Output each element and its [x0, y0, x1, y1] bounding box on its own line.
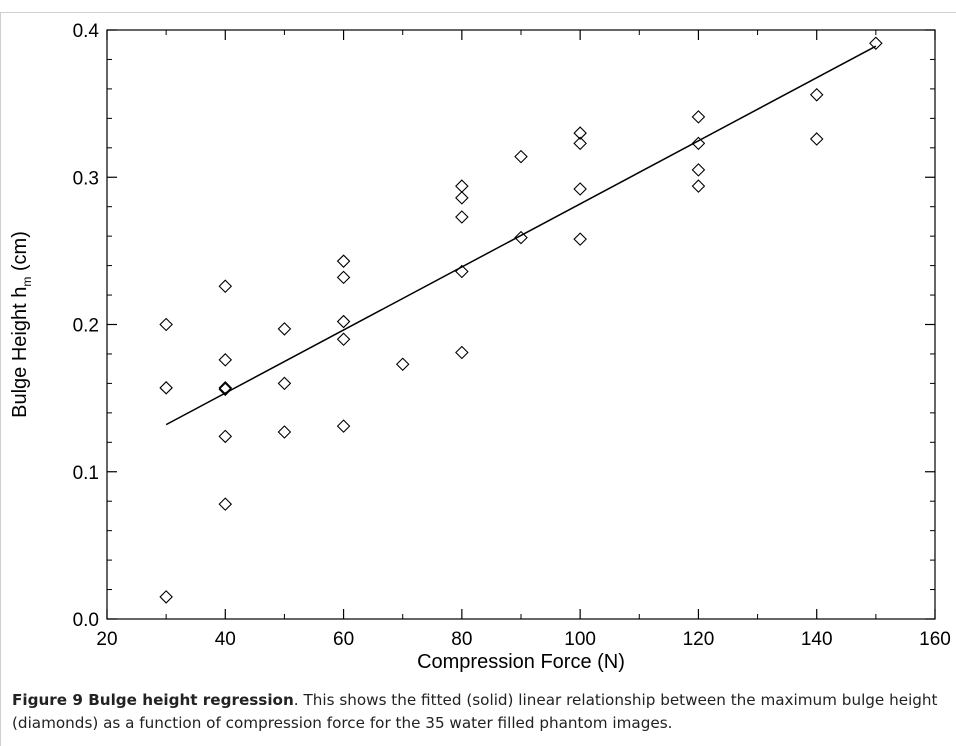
data-point-diamond [455, 191, 469, 205]
y-tick-label: 0.2 [73, 316, 99, 337]
data-point-diamond [573, 182, 587, 196]
data-point-diamond [691, 136, 706, 151]
data-point-diamond [277, 322, 292, 336]
data-point-diamond [455, 179, 469, 193]
data-point-diamond [336, 254, 351, 268]
regression-line-group [165, 45, 877, 426]
regression-line [165, 45, 877, 426]
x-tick-label: 120 [683, 629, 715, 650]
x-tick-label: 100 [564, 629, 596, 650]
data-point-diamond [159, 317, 173, 332]
data-point-diamond [277, 425, 292, 439]
data-point-diamond [218, 382, 233, 397]
x-tick-label: 40 [215, 629, 236, 650]
data-point-diamond [395, 357, 410, 372]
data-point-diamond [159, 381, 173, 395]
data-point-diamond [809, 88, 824, 102]
data-point-diamond [514, 230, 528, 245]
data-point-diamond [573, 126, 587, 140]
x-tick-label: 160 [919, 629, 951, 650]
data-point-diamond [218, 381, 233, 395]
y-axis-title-unit: (cm) [9, 231, 31, 271]
y-axis-title-main: Bulge Height h [9, 287, 31, 418]
y-tick-label: 0.0 [73, 610, 99, 631]
data-point-diamond [573, 232, 587, 246]
caption-text: . This shows the fitted (solid) linear r… [12, 691, 938, 732]
data-point-diamond [159, 590, 173, 604]
caption-label: Figure 9 Bulge height regression [12, 691, 294, 709]
x-tick-label: 80 [451, 629, 472, 650]
data-point-diamond [691, 110, 706, 124]
data-point-diamond [336, 419, 351, 433]
x-tick-label: 20 [96, 629, 117, 650]
data-point-diamond [218, 497, 233, 511]
plot-area-border [106, 29, 936, 620]
data-point-diamond [809, 132, 824, 146]
y-axis-title: Bulge Height hm (cm) [9, 231, 34, 418]
data-point-diamond [691, 163, 706, 177]
data-point-diamond [336, 270, 351, 285]
data-point-diamond [218, 279, 233, 293]
x-tick-label: 60 [333, 629, 354, 650]
figure-frame-top-border [0, 12, 956, 13]
data-points [159, 36, 883, 604]
data-point-diamond [218, 429, 233, 444]
y-tick-label: 0.3 [73, 168, 99, 189]
figure-frame-left-border [0, 12, 1, 746]
axes: 20 40 60 80 100 120 140 160 0.0 0.1 0.2 0.3 0.4 [73, 21, 951, 650]
data-point-diamond [869, 36, 883, 51]
data-point-diamond [573, 136, 587, 151]
y-tick-label: 0.4 [73, 21, 100, 42]
data-point-diamond [336, 314, 351, 329]
data-point-diamond [455, 210, 469, 224]
data-point-diamond [455, 345, 469, 360]
y-tick-label: 0.1 [73, 463, 99, 484]
data-point-diamond [514, 149, 528, 164]
x-tick-label: 140 [801, 629, 833, 650]
data-point-diamond [218, 353, 233, 367]
y-axis-title-subscript: m [20, 277, 34, 287]
data-point-diamond [277, 376, 292, 391]
scatter-chart: 20 40 60 80 100 120 140 160 0.0 0.1 0.2 0.3 0.4 Comp… [9, 21, 951, 673]
x-axis-title: Compression Force (N) [417, 651, 625, 673]
figure-caption: Figure 9 Bulge height regression. This s… [12, 689, 942, 735]
data-point-diamond [691, 179, 706, 193]
data-point-diamond [455, 264, 469, 279]
data-point-diamond [336, 332, 351, 347]
